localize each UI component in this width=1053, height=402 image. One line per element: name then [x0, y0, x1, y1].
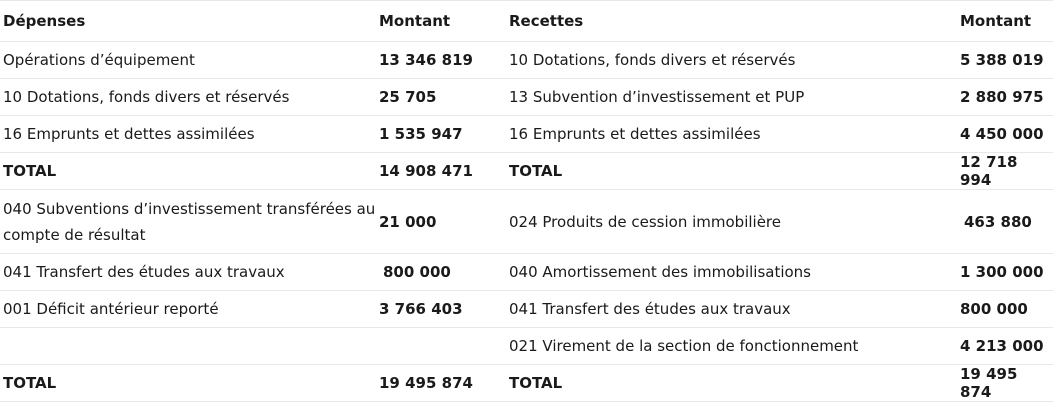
depense-amount: 1 535 947	[376, 115, 506, 153]
depense-total-amount: 19 495 874	[376, 364, 506, 402]
header-montant-recettes: Montant	[957, 0, 1053, 42]
depense-label	[0, 327, 376, 365]
depense-amount: 13 346 819	[376, 41, 506, 79]
depense-label: 10 Dotations, fonds divers et réservés	[0, 78, 376, 116]
recette-label: 13 Subvention d’investissement et PUP	[506, 78, 957, 116]
header-depenses: Dépenses	[0, 0, 376, 42]
table-row: Opérations d’équipement 13 346 819 10 Do…	[0, 41, 1053, 79]
recette-label: 16 Emprunts et dettes assimilées	[506, 115, 957, 153]
depense-label: 040 Subventions d’investissement transfé…	[0, 189, 376, 254]
recette-amount: 463 880	[957, 189, 1053, 254]
recette-amount: 4 213 000	[957, 327, 1053, 365]
depense-amount: 25 705	[376, 78, 506, 116]
table-row: 040 Subventions d’investissement transfé…	[0, 189, 1053, 254]
depense-total-amount: 14 908 471	[376, 152, 506, 190]
recette-total-label: TOTAL	[506, 364, 957, 402]
recette-label: 10 Dotations, fonds divers et réservés	[506, 41, 957, 79]
recette-label: 041 Transfert des études aux travaux	[506, 290, 957, 328]
recette-label: 040 Amortissement des immobilisations	[506, 253, 957, 291]
header-montant-depenses: Montant	[376, 0, 506, 42]
total-row: TOTAL 19 495 874 TOTAL 19 495 874	[0, 364, 1053, 402]
depense-amount: 800 000	[376, 253, 506, 291]
depense-total-label: TOTAL	[0, 364, 376, 402]
depense-amount: 21 000	[376, 189, 506, 254]
depense-label: Opérations d’équipement	[0, 41, 376, 79]
recette-amount: 5 388 019	[957, 41, 1053, 79]
recette-amount: 4 450 000	[957, 115, 1053, 153]
depense-label: 041 Transfert des études aux travaux	[0, 253, 376, 291]
table-row: 021 Virement de la section de fonctionne…	[0, 327, 1053, 365]
table-row: 16 Emprunts et dettes assimilées 1 535 9…	[0, 115, 1053, 153]
recette-total-label: TOTAL	[506, 152, 957, 190]
depense-total-label: TOTAL	[0, 152, 376, 190]
recette-amount: 1 300 000	[957, 253, 1053, 291]
recette-amount: 2 880 975	[957, 78, 1053, 116]
recette-label: 021 Virement de la section de fonctionne…	[506, 327, 957, 365]
header-recettes: Recettes	[506, 0, 957, 42]
table-row: 001 Déficit antérieur reporté 3 766 403 …	[0, 290, 1053, 328]
recette-amount: 800 000	[957, 290, 1053, 328]
depense-amount: 3 766 403	[376, 290, 506, 328]
recette-total-amount: 19 495 874	[957, 364, 1053, 402]
subtotal-row: TOTAL 14 908 471 TOTAL 12 718 994	[0, 152, 1053, 190]
depense-amount	[376, 327, 506, 365]
table-row: 10 Dotations, fonds divers et réservés 2…	[0, 78, 1053, 116]
recette-total-amount: 12 718 994	[957, 152, 1053, 190]
header-row: Dépenses Montant Recettes Montant	[0, 0, 1053, 42]
recette-label: 024 Produits de cession immobilière	[506, 189, 957, 254]
depense-label: 16 Emprunts et dettes assimilées	[0, 115, 376, 153]
depense-label: 001 Déficit antérieur reporté	[0, 290, 376, 328]
table-row: 041 Transfert des études aux travaux 800…	[0, 253, 1053, 291]
